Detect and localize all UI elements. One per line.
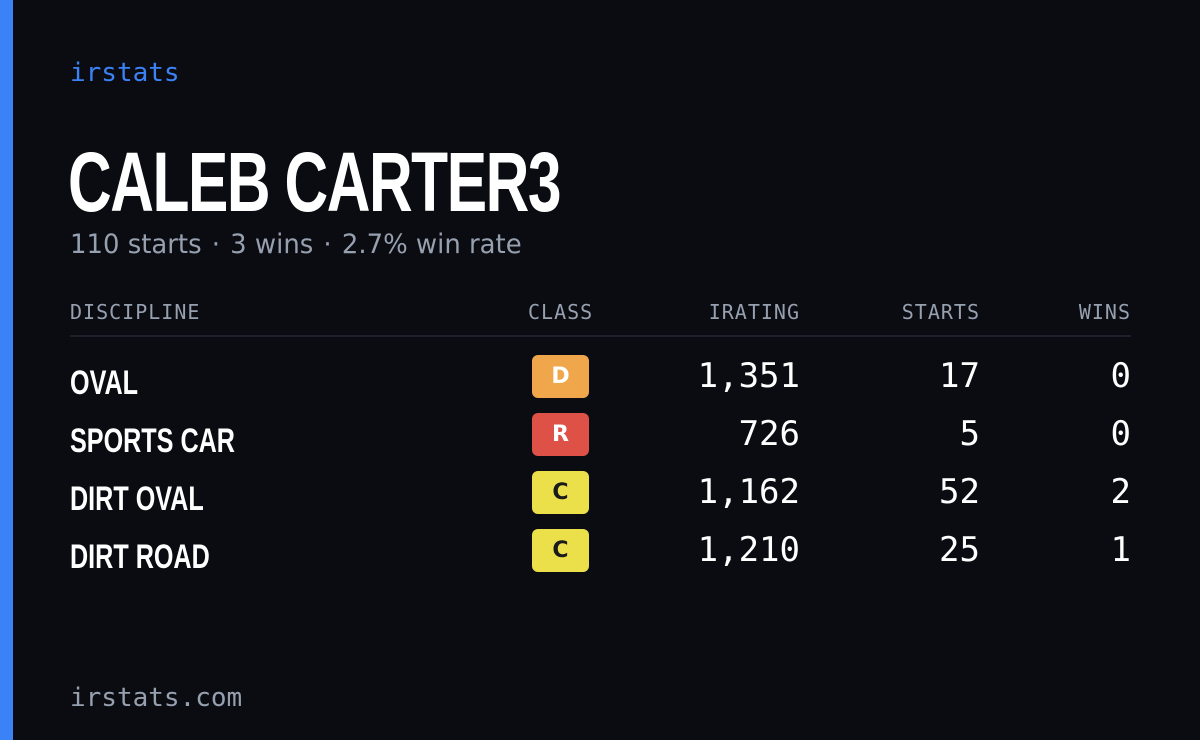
class-badge: R [532,413,589,456]
table-row: DIRT ROAD C 1,210 25 1 [70,525,1131,583]
table-header: DISCIPLINE CLASS IRATING STARTS WINS [70,296,1131,337]
total-wins: 3 wins [230,229,314,260]
separator: · [323,229,332,260]
irating-value: 1,351 [697,356,800,396]
table-body: OVAL D 1,351 17 0 SPORTS CAR R 726 5 0 D… [70,337,1131,583]
irating-value: 1,162 [697,472,800,512]
class-badge: C [532,471,589,514]
table-row: SPORTS CAR R 726 5 0 [70,409,1131,467]
starts-value: 5 [959,414,980,454]
table-row: OVAL D 1,351 17 0 [70,351,1131,409]
header-wins: WINS [1078,300,1131,324]
wins-value: 0 [1110,356,1131,396]
separator: · [211,229,221,260]
starts-value: 25 [939,530,980,570]
player-summary: 110 starts · 3 wins · 2.7% win rate [70,228,522,262]
table-row: DIRT OVAL C 1,162 52 2 [70,467,1131,525]
header-discipline: DISCIPLINE [70,300,201,324]
starts-value: 52 [939,472,980,512]
player-name: CALEB CARTER3 [68,135,561,229]
total-starts: 110 starts [70,229,202,260]
brand-logo-text[interactable]: irstats [70,58,180,88]
win-rate: 2.7% win rate [341,229,522,260]
discipline-table: DISCIPLINE CLASS IRATING STARTS WINS OVA… [70,296,1131,583]
irating-value: 1,210 [697,530,800,570]
discipline-name: DIRT ROAD [70,538,210,576]
discipline-name: DIRT OVAL [70,480,204,518]
header-class: CLASS [528,300,594,324]
wins-value: 2 [1110,472,1131,512]
discipline-name: SPORTS CAR [70,422,235,460]
class-badge: C [532,529,589,572]
irating-value: 726 [738,414,800,454]
wins-value: 1 [1110,530,1131,570]
starts-value: 17 [939,356,980,396]
discipline-name: OVAL [70,364,139,402]
footer-url[interactable]: irstats.com [70,683,243,713]
header-starts: STARTS [901,300,980,324]
header-irating: IRATING [708,300,800,324]
wins-value: 0 [1110,414,1131,454]
class-badge: D [532,355,589,398]
accent-bar [0,0,13,740]
